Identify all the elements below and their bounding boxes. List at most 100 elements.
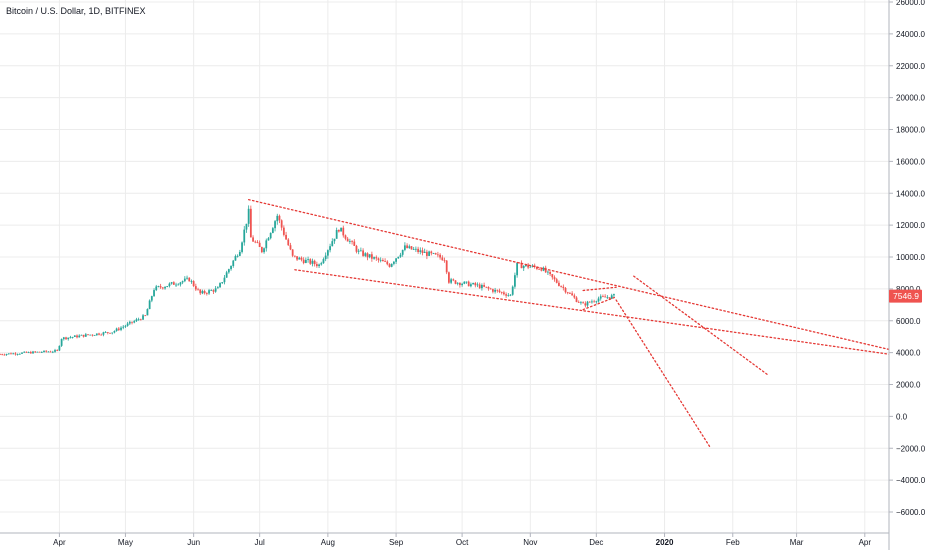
candle (320, 261, 323, 266)
candle-body (278, 215, 281, 221)
candle-body (153, 290, 155, 297)
price-tick-label: 0.0 (896, 412, 908, 421)
candle-body (7, 353, 10, 355)
candle-body (569, 293, 571, 294)
candle-body (78, 335, 81, 338)
price-axis[interactable]: 26000.0 24000.0 22000.0 20000.0 18000.0 16000… (889, 0, 926, 517)
candle-body (580, 302, 582, 304)
trendline-lower-wedge[interactable] (294, 269, 890, 355)
candle-body (397, 256, 400, 259)
candle-body (507, 295, 510, 296)
time-tick-label: Feb (726, 538, 740, 547)
candle-body (423, 251, 426, 253)
candle-body (494, 289, 497, 292)
candle (379, 257, 382, 263)
candle-body (456, 282, 459, 284)
candle-body (408, 246, 411, 249)
candle (159, 283, 162, 289)
candle-body (80, 334, 83, 336)
time-tick-label: May (118, 538, 133, 547)
trendline-short-channel-a[interactable] (582, 296, 617, 311)
candle-body (602, 296, 604, 298)
candle-body (172, 282, 175, 285)
candle-body (370, 254, 373, 259)
candle (212, 289, 215, 294)
candle (113, 330, 116, 334)
candle (32, 350, 34, 354)
candle (269, 232, 272, 240)
candle (128, 320, 131, 326)
trendline-short-channel-b[interactable] (582, 286, 617, 292)
candle (56, 349, 59, 352)
candle-body (421, 250, 424, 253)
candle (542, 266, 545, 272)
candle (445, 260, 448, 275)
candle-body (247, 208, 250, 224)
candle (450, 277, 453, 285)
candle-body (555, 279, 558, 283)
candle (254, 240, 257, 244)
candle (249, 205, 252, 238)
candle (558, 280, 560, 287)
candle (549, 271, 552, 277)
candle-body (21, 352, 23, 354)
candle (573, 293, 576, 299)
candle-body (263, 248, 265, 253)
candle-body (214, 288, 217, 292)
candle-body (496, 289, 499, 291)
time-tick-label: Sep (389, 538, 404, 547)
candle (199, 289, 202, 296)
candle (210, 289, 213, 291)
candle (227, 268, 230, 274)
candle (503, 290, 505, 296)
trendline-upper-wedge[interactable] (248, 198, 890, 351)
candle-body (65, 337, 67, 340)
candle (188, 277, 191, 282)
candle-body (586, 301, 589, 306)
candle (82, 334, 85, 338)
candle (470, 282, 472, 288)
candle-body (201, 291, 204, 294)
candle-body (390, 263, 393, 267)
candle (434, 252, 437, 255)
candle (34, 351, 37, 353)
candle-body (245, 223, 248, 230)
candle-body (591, 301, 593, 303)
candle (430, 250, 433, 256)
candle (520, 260, 523, 269)
candle-body (287, 239, 290, 246)
candle (591, 299, 593, 304)
time-tick-label: Nov (523, 538, 537, 547)
candle (381, 258, 384, 262)
candle-body (324, 255, 327, 260)
candle-body (577, 301, 580, 303)
candle (157, 285, 160, 288)
candle-body (282, 227, 285, 235)
candle-body (91, 334, 94, 336)
trendline-projection-lower[interactable] (615, 299, 712, 449)
candle (29, 350, 32, 354)
candle-body (597, 298, 600, 302)
trendline-projection-upper[interactable] (633, 275, 769, 376)
candle (324, 252, 327, 262)
candle-body (197, 289, 199, 291)
candle (247, 205, 250, 227)
candle (448, 271, 450, 284)
candle-body (137, 319, 140, 321)
candle (516, 262, 519, 278)
candle (225, 270, 228, 278)
candle-body (183, 278, 186, 282)
candle (73, 335, 76, 338)
candle (410, 246, 413, 250)
candle-body (362, 250, 364, 256)
time-tick-label: 2020 (656, 538, 674, 547)
time-axis[interactable]: Apr May Jun Jul Aug Sep Oct Nov Dec 2020 Feb Mar Apr (53, 533, 871, 547)
last-price-tag-background (889, 289, 922, 303)
candle (146, 308, 149, 316)
candle (483, 282, 486, 288)
candle-body (529, 266, 532, 268)
candle-body (520, 262, 523, 269)
candle-body (472, 283, 475, 285)
candle (395, 258, 397, 264)
